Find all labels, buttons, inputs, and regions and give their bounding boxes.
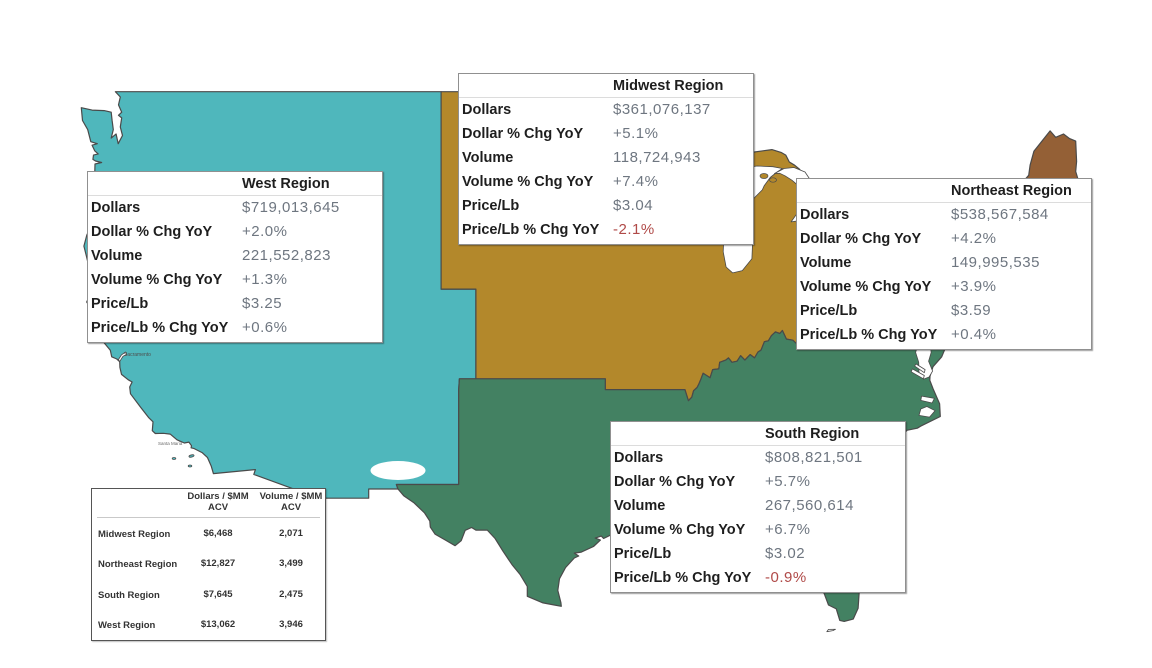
svg-text:Santa Maria: Santa Maria: [158, 441, 183, 446]
svg-text:Sacramento: Sacramento: [124, 352, 151, 358]
